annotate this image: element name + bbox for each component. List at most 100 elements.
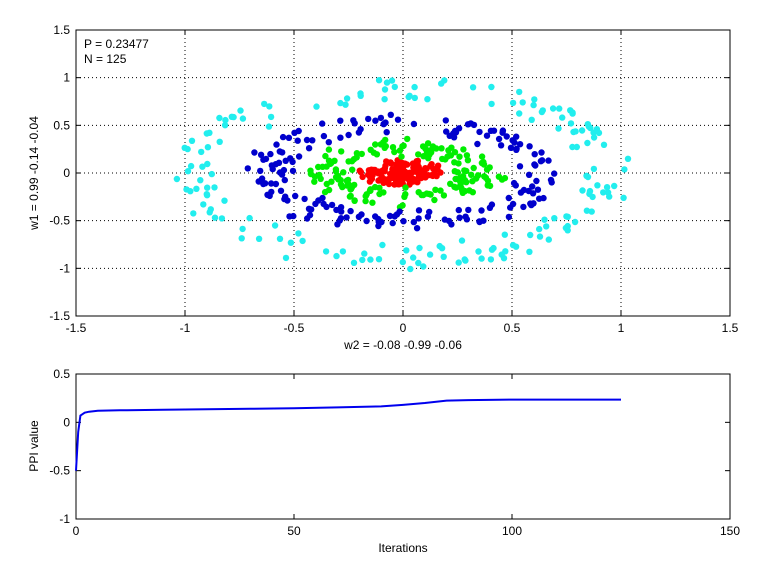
scatter-point — [337, 117, 344, 124]
scatter-point — [337, 134, 344, 141]
scatter-point — [603, 184, 611, 191]
scatter-point — [424, 96, 431, 103]
scatter-point — [410, 120, 418, 128]
scatter-point — [282, 193, 289, 200]
scatter-point — [319, 120, 326, 127]
scatter-point — [276, 148, 283, 155]
scatter-point — [388, 160, 395, 167]
scatter-point — [410, 178, 417, 185]
scatter-point — [312, 200, 319, 208]
scatter-point — [262, 155, 270, 163]
scatter-point — [459, 188, 466, 195]
scatter-point — [430, 165, 437, 172]
scatter-point — [420, 263, 427, 270]
scatter-point — [188, 137, 196, 144]
scatter-point — [407, 265, 414, 273]
scatter-point — [530, 101, 537, 109]
scatter-point — [399, 202, 406, 209]
scatter-point — [620, 194, 627, 201]
scatter-point — [287, 239, 295, 246]
scatter-point — [204, 144, 212, 151]
scatter-point — [463, 179, 470, 186]
scatter-point — [458, 237, 466, 244]
scatter-point — [387, 111, 394, 119]
scatter-point — [587, 124, 594, 132]
scatter-point — [367, 146, 374, 153]
scatter-point — [440, 192, 448, 199]
scatter-point — [187, 188, 194, 195]
scatter-point — [357, 90, 364, 97]
scatter-point — [468, 171, 475, 178]
line-plot: 0 50 100 150 -1 -0.5 0 0.5 Iterations PPI value — [27, 367, 740, 555]
scatter-point — [531, 96, 538, 103]
scatter-point — [239, 225, 246, 233]
scatter-point — [277, 187, 285, 194]
scatter-point — [394, 116, 402, 123]
scatter-point — [423, 190, 430, 197]
scatter-point — [260, 180, 267, 188]
scatter-point — [309, 137, 316, 144]
scatter-point — [478, 159, 486, 167]
scatter-point — [505, 194, 512, 202]
line-xtick-label: 150 — [720, 524, 740, 538]
scatter-point — [351, 197, 358, 204]
scatter-point — [383, 129, 390, 136]
scatter-point — [404, 135, 411, 143]
line-axes-box — [75, 373, 731, 520]
scatter-point — [337, 204, 345, 211]
scatter-point — [488, 83, 495, 91]
annotation-n: N = 125 — [84, 52, 127, 66]
scatter-point — [198, 148, 205, 156]
scatter-point — [339, 248, 347, 255]
scatter-point — [543, 223, 550, 230]
scatter-point — [437, 187, 444, 194]
scatter-point — [267, 150, 274, 158]
scatter-point — [410, 218, 417, 226]
scatter-point — [418, 191, 425, 199]
scatter-point — [184, 168, 192, 175]
scatter-ytick-label: 1 — [63, 71, 70, 85]
scatter-point — [526, 143, 533, 150]
scatter-xtick-label: -1 — [180, 321, 191, 335]
scatter-point — [470, 121, 478, 129]
scatter-point — [564, 227, 571, 234]
scatter-point — [181, 144, 188, 151]
scatter-point — [455, 259, 462, 266]
scatter-point — [267, 113, 275, 121]
scatter-point — [276, 235, 284, 242]
scatter-point — [264, 191, 271, 198]
scatter-point — [478, 207, 485, 214]
scatter-point — [399, 258, 406, 266]
scatter-point — [340, 169, 347, 176]
scatter-ytick-label: -1 — [59, 261, 70, 275]
scatter-point — [495, 135, 503, 143]
scatter-point — [413, 225, 421, 232]
scatter-series-2 — [244, 111, 558, 232]
scatter-point — [305, 205, 313, 212]
scatter-point — [533, 177, 540, 185]
scatter-point — [510, 179, 518, 187]
scatter-point — [438, 80, 445, 87]
scatter-point — [564, 213, 571, 220]
scatter-point — [463, 216, 471, 223]
scatter-point — [380, 120, 388, 128]
scatter-point — [173, 175, 181, 183]
scatter-point — [320, 200, 327, 208]
scatter-point — [343, 95, 351, 102]
scatter-point — [590, 165, 598, 173]
scatter-point — [391, 181, 398, 188]
scatter-xtick-label: 0.5 — [504, 321, 521, 335]
scatter-point — [536, 225, 543, 233]
scatter-point — [193, 185, 200, 192]
scatter-point — [382, 178, 389, 185]
scatter-ylabel: w1 = 0.99 -0.14 -0.04 — [27, 116, 41, 231]
scatter-point — [478, 255, 485, 262]
scatter-point — [516, 88, 523, 96]
scatter-xtick-label: -1.5 — [66, 321, 87, 335]
scatter-point — [358, 150, 365, 158]
scatter-point — [415, 163, 422, 170]
scatter-point — [476, 128, 483, 136]
scatter-point — [411, 94, 418, 102]
scatter-point — [362, 197, 369, 205]
scatter-point — [230, 113, 237, 121]
